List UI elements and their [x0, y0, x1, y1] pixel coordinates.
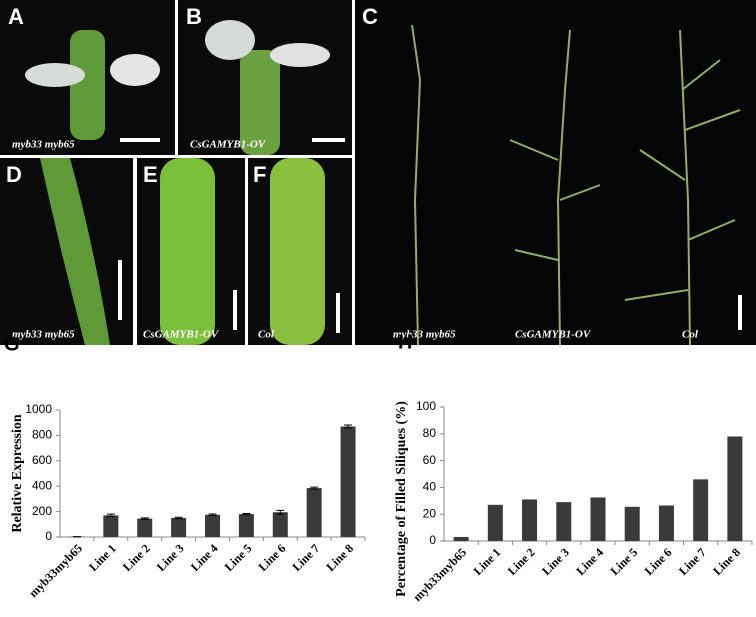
y-tick-label: 80 [423, 426, 437, 440]
x-tick-label: Line 5 [608, 545, 641, 578]
x-tick-label: Line 6 [256, 541, 289, 574]
panel-letter: F [253, 162, 266, 187]
y-tick-label: 800 [32, 428, 52, 442]
bar [659, 505, 674, 541]
y-axis-label: Percentage of Filled Siliques (%) [394, 401, 409, 597]
caption: CsGAMYB1-OV [515, 329, 592, 341]
caption: Col [258, 329, 275, 341]
bar [488, 505, 503, 541]
x-tick-label: Line 3 [154, 541, 187, 574]
bar [137, 519, 152, 537]
panel-letter: D [6, 162, 22, 187]
y-tick-label: 400 [32, 478, 52, 492]
x-tick-label: myb33myb65 [26, 541, 85, 600]
x-tick-label: Line 7 [289, 541, 322, 574]
caption: myb33 myb65 [12, 329, 75, 341]
x-tick-label: Line 2 [120, 541, 153, 574]
y-tick-label: 100 [416, 399, 436, 413]
y-axis-label: Relative Expression [10, 414, 25, 533]
bar [273, 512, 288, 537]
caption: CsGAMYB1-OV [143, 329, 220, 341]
panel-letter: B [186, 4, 202, 29]
x-tick-label: Line 6 [642, 545, 675, 578]
bar [556, 502, 571, 541]
silique [160, 158, 215, 345]
petal [110, 54, 160, 86]
bar [693, 479, 708, 541]
x-tick-label: Line 8 [323, 541, 356, 574]
panel-letter: H [398, 331, 412, 353]
bar [454, 537, 469, 541]
y-tick-label: 40 [423, 480, 437, 494]
x-tick-label: Line 1 [86, 541, 119, 574]
bar [625, 507, 640, 541]
bar [103, 515, 118, 537]
x-tick-label: Line 4 [573, 545, 606, 578]
x-tick-label: Line 7 [676, 545, 709, 578]
bar [727, 436, 742, 541]
panel-letter: G [4, 333, 20, 355]
y-tick-label: 1000 [25, 402, 52, 416]
y-tick-label: 0 [429, 533, 436, 547]
caption: CsGAMYB1-OV [190, 139, 267, 151]
y-tick-label: 200 [32, 504, 52, 518]
x-tick-label: Line 2 [505, 545, 538, 578]
y-tick-label: 20 [423, 506, 437, 520]
x-tick-label: Line 1 [471, 545, 504, 578]
bar [171, 518, 186, 537]
bar [341, 427, 356, 537]
caption: myb33 myb65 [12, 139, 75, 151]
x-tick-label: myb33myb65 [410, 545, 469, 604]
panel-letter: C [362, 4, 378, 29]
bar [239, 514, 254, 537]
x-tick-label: Line 3 [539, 545, 572, 578]
y-tick-label: 60 [423, 453, 437, 467]
silique [270, 158, 325, 345]
x-tick-label: Line 8 [710, 545, 743, 578]
petal [205, 20, 255, 60]
panel-letter: A [8, 4, 24, 29]
caption: Col [682, 329, 699, 341]
error-bar [175, 517, 183, 519]
bar [522, 499, 537, 541]
flower [70, 30, 105, 140]
error-bar [141, 518, 149, 520]
photos: A myb33 myb65 B CsGAMYB1-OV C myb33 myb6… [0, 0, 756, 345]
y-tick-label: 600 [32, 453, 52, 467]
panel-letter: E [143, 162, 158, 187]
petal [25, 63, 85, 87]
y-tick-label: 0 [45, 529, 52, 543]
bar [205, 515, 220, 537]
x-tick-label: Line 4 [188, 541, 221, 574]
bar [591, 497, 606, 541]
error-bar [310, 487, 318, 489]
bar [307, 488, 322, 537]
petal [270, 43, 330, 67]
x-tick-label: Line 5 [222, 541, 255, 574]
